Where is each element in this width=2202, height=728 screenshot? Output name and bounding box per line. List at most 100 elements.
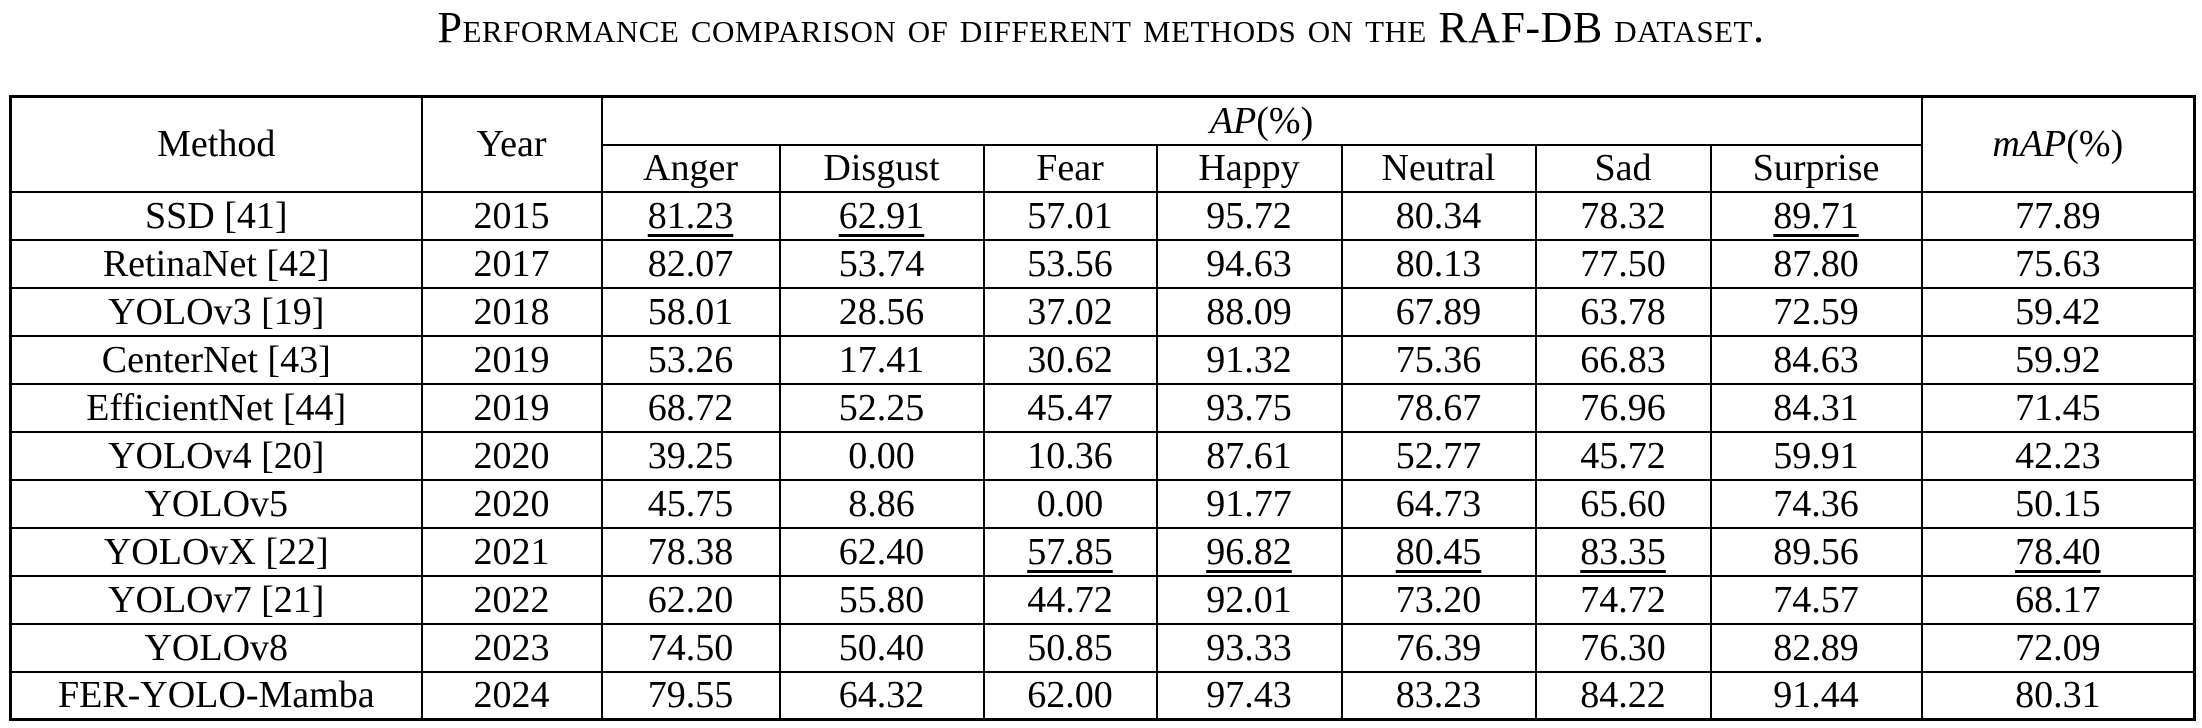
cell-method: YOLOv4 [20] — [9, 430, 423, 481]
ap-percent: (%) — [1256, 99, 1314, 142]
cell-neutral: 78.67 — [1340, 382, 1537, 433]
cell-method: EfficientNet [44] — [9, 382, 423, 433]
header-fear: Fear — [982, 143, 1158, 193]
cell-fear: 50.85 — [982, 622, 1158, 673]
cell-sad: 78.32 — [1534, 190, 1712, 241]
cell-happy: 94.63 — [1155, 238, 1343, 289]
ap-label: AP — [1209, 99, 1257, 142]
cell-map: 68.17 — [1920, 574, 2196, 625]
table-row: YOLOv7 [21] 2022 62.20 55.80 44.72 92.01… — [9, 574, 2196, 625]
cell-year: 2019 — [420, 382, 603, 433]
cell-disgust: 50.40 — [778, 622, 985, 673]
cell-method: YOLOvX [22] — [9, 526, 423, 577]
cell-year: 2019 — [420, 334, 603, 385]
cell-anger: 58.01 — [600, 286, 781, 337]
header-method: Method — [9, 95, 423, 193]
cell-map: 59.42 — [1920, 286, 2196, 337]
cell-neutral: 80.13 — [1340, 238, 1537, 289]
table-caption: Performance comparison of different meth… — [437, 3, 1765, 52]
cell-disgust: 53.74 — [778, 238, 985, 289]
cell-disgust: 17.41 — [778, 334, 985, 385]
cell-year: 2022 — [420, 574, 603, 625]
cell-neutral: 80.45 — [1340, 526, 1537, 577]
cell-happy: 91.32 — [1155, 334, 1343, 385]
cell-sad: 76.96 — [1534, 382, 1712, 433]
cell-anger: 53.26 — [600, 334, 781, 385]
header-anger: Anger — [600, 143, 781, 193]
cell-map: 80.31 — [1920, 670, 2196, 721]
cell-sad: 84.22 — [1534, 670, 1712, 721]
cell-neutral: 75.36 — [1340, 334, 1537, 385]
table-row: YOLOv8 2023 74.50 50.40 50.85 93.33 76.3… — [9, 622, 2196, 673]
cell-surprise: 89.71 — [1709, 190, 1923, 241]
cell-happy: 93.75 — [1155, 382, 1343, 433]
cell-happy: 95.72 — [1155, 190, 1343, 241]
cell-surprise: 87.80 — [1709, 238, 1923, 289]
table-row: YOLOv3 [19] 2018 58.01 28.56 37.02 88.09… — [9, 286, 2196, 337]
header-map: mAP(%) — [1920, 95, 2196, 193]
cell-surprise: 72.59 — [1709, 286, 1923, 337]
cell-anger: 78.38 — [600, 526, 781, 577]
cell-sad: 63.78 — [1534, 286, 1712, 337]
cell-disgust: 28.56 — [778, 286, 985, 337]
table-row: FER-YOLO-Mamba 2024 79.55 64.32 62.00 97… — [9, 670, 2196, 721]
table-row: RetinaNet [42] 2017 82.07 53.74 53.56 94… — [9, 238, 2196, 289]
cell-surprise: 84.63 — [1709, 334, 1923, 385]
cell-neutral: 64.73 — [1340, 478, 1537, 529]
cell-year: 2020 — [420, 430, 603, 481]
cell-disgust: 8.86 — [778, 478, 985, 529]
cell-sad: 77.50 — [1534, 238, 1712, 289]
cell-year: 2023 — [420, 622, 603, 673]
cell-surprise: 84.31 — [1709, 382, 1923, 433]
header-row-emotions: Anger Disgust Fear Happy Neutral Sad Sur… — [11, 143, 2195, 193]
cell-sad: 45.72 — [1534, 430, 1712, 481]
cell-year: 2015 — [420, 190, 603, 241]
cell-map: 72.09 — [1920, 622, 2196, 673]
cell-fear: 45.47 — [982, 382, 1158, 433]
cell-year: 2020 — [420, 478, 603, 529]
cell-map: 75.63 — [1920, 238, 2196, 289]
cell-happy: 93.33 — [1155, 622, 1343, 673]
table-row: YOLOv4 [20] 2020 39.25 0.00 10.36 87.61 … — [9, 430, 2196, 481]
cell-map: 42.23 — [1920, 430, 2196, 481]
cell-neutral: 73.20 — [1340, 574, 1537, 625]
cell-neutral: 67.89 — [1340, 286, 1537, 337]
cell-neutral: 80.34 — [1340, 190, 1537, 241]
cell-anger: 62.20 — [600, 574, 781, 625]
cell-sad: 66.83 — [1534, 334, 1712, 385]
cell-surprise: 74.36 — [1709, 478, 1923, 529]
cell-disgust: 55.80 — [778, 574, 985, 625]
header-happy: Happy — [1155, 143, 1343, 193]
header-sad: Sad — [1534, 143, 1712, 193]
cell-disgust: 62.40 — [778, 526, 985, 577]
cell-fear: 0.00 — [982, 478, 1158, 529]
cell-sad: 83.35 — [1534, 526, 1712, 577]
cell-map: 77.89 — [1920, 190, 2196, 241]
cell-sad: 65.60 — [1534, 478, 1712, 529]
cell-neutral: 83.23 — [1340, 670, 1537, 721]
cell-fear: 57.01 — [982, 190, 1158, 241]
cell-fear: 44.72 — [982, 574, 1158, 625]
cell-anger: 79.55 — [600, 670, 781, 721]
cell-neutral: 52.77 — [1340, 430, 1537, 481]
header-disgust: Disgust — [778, 143, 985, 193]
cell-surprise: 89.56 — [1709, 526, 1923, 577]
cell-surprise: 59.91 — [1709, 430, 1923, 481]
cell-anger: 39.25 — [600, 430, 781, 481]
cell-year: 2018 — [420, 286, 603, 337]
table-row: SSD [41] 2015 81.23 62.91 57.01 95.72 80… — [9, 190, 2196, 241]
cell-anger: 45.75 — [600, 478, 781, 529]
header-year: Year — [420, 95, 603, 193]
cell-anger: 81.23 — [600, 190, 781, 241]
cell-method: FER-YOLO-Mamba — [9, 670, 423, 721]
cell-anger: 68.72 — [600, 382, 781, 433]
cell-fear: 53.56 — [982, 238, 1158, 289]
cell-happy: 92.01 — [1155, 574, 1343, 625]
cell-surprise: 91.44 — [1709, 670, 1923, 721]
header-surprise: Surprise — [1709, 143, 1923, 193]
cell-disgust: 64.32 — [778, 670, 985, 721]
map-percent: (%) — [2066, 123, 2124, 166]
cell-map: 50.15 — [1920, 478, 2196, 529]
cell-surprise: 74.57 — [1709, 574, 1923, 625]
